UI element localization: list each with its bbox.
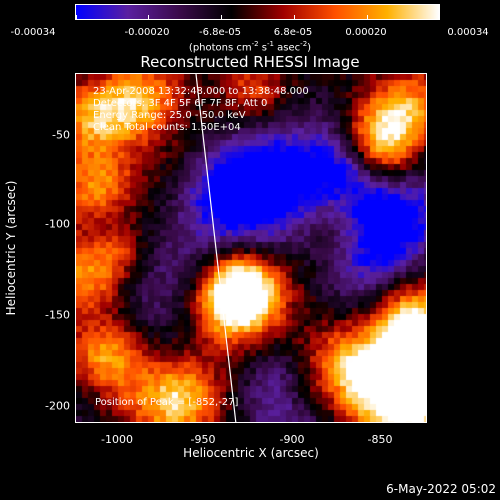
y-axis-label: Heliocentric Y (arcsec): [4, 180, 18, 316]
colorbar-tick-label: -0.00034: [10, 27, 56, 38]
solar-limb-line: [195, 74, 237, 422]
colorbar-tick-label: 0.00034: [447, 27, 489, 38]
x-tick-label: -1000: [101, 433, 133, 446]
time-range-annotation: 23-Apr-2008 13:32:48.000 to 13:38:48.000: [93, 86, 309, 97]
x-axis-label: Heliocentric X (arcsec): [183, 446, 319, 460]
x-tick-label: -950: [190, 433, 216, 446]
colorbar-tick-label: -6.8e-05: [199, 27, 241, 38]
colorbar: [75, 4, 440, 20]
peak-position-annotation: Position of Peak = [-852,-27]: [95, 397, 239, 408]
limb-overlay: [195, 74, 237, 422]
render-timestamp: 6-May-2022 05:02: [386, 482, 496, 496]
y-tick-label: -150: [45, 308, 70, 322]
energy-range-annotation: Energy Range: 25.0 - 50.0 keV: [93, 110, 246, 121]
x-tick-label: -850: [367, 433, 393, 446]
detectors-annotation: Detectors: 3F 4F 5F 6F 7F 8F, Att 0: [93, 98, 268, 109]
y-tick-label: -100: [45, 217, 70, 231]
colorbar-tick-label: 0.00020: [345, 27, 387, 38]
x-tick-label: -900: [279, 433, 305, 446]
colorbar-tick-label: -0.00020: [124, 27, 170, 38]
colorbar-unit-label: (photons cm-2 s-1 asec-2): [188, 40, 312, 54]
y-tick-label: -50: [52, 128, 70, 142]
rhessi-image-plot: [75, 73, 427, 423]
heatmap-image: [76, 74, 426, 422]
image-title: Reconstructed RHESSI Image: [140, 53, 360, 71]
clean-counts-annotation: Clean Total counts: 1.50E+04: [93, 122, 241, 133]
y-tick-label: -200: [45, 399, 70, 413]
colorbar-tick-label: 6.8e-05: [273, 27, 313, 38]
